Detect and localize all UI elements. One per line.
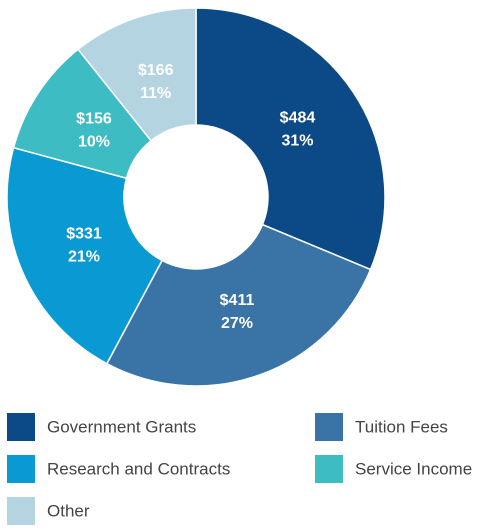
legend-label: Other: [47, 501, 90, 520]
percent-label: 21%: [68, 249, 100, 266]
legend-label: Tuition Fees: [355, 417, 448, 436]
donut-slice: [6, 146, 164, 365]
legend-swatch: [315, 455, 343, 483]
percent-label: 11%: [140, 85, 171, 102]
legend-label: Research and Contracts: [47, 459, 230, 478]
percent-label: 10%: [78, 133, 110, 150]
value-label: $331: [66, 226, 102, 243]
legend-swatch: [7, 497, 35, 525]
donut-slice: [77, 7, 197, 142]
value-label: $411: [220, 292, 255, 309]
legend-swatch: [7, 455, 35, 483]
legend-label: Government Grants: [47, 417, 196, 436]
donut-slice: [105, 223, 372, 387]
legend-swatch: [7, 413, 35, 441]
legend-swatch: [315, 413, 343, 441]
percent-label: 31%: [281, 132, 313, 149]
value-label: $156: [76, 110, 112, 127]
value-label: $166: [138, 62, 174, 79]
donut-slice: [195, 7, 386, 271]
legend-label: Service Income: [355, 459, 472, 478]
value-label: $484: [280, 109, 316, 126]
percent-label: 27%: [221, 315, 253, 332]
